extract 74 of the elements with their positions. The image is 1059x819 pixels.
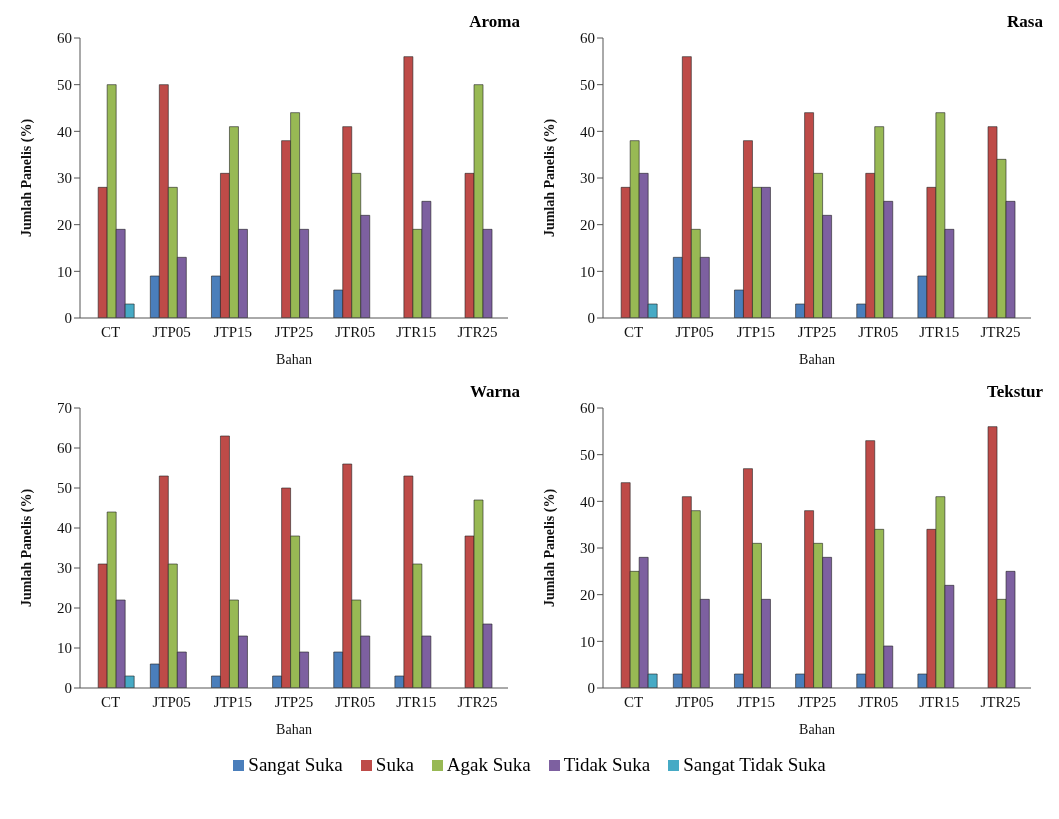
- x-tick-label: JTR15: [919, 693, 960, 710]
- y-tick-label: 20: [57, 216, 72, 233]
- y-tick-label: 60: [580, 30, 595, 47]
- x-tick-label: JTR25: [457, 693, 498, 710]
- legend-label: Suka: [375, 754, 414, 776]
- x-tick-label: JTP05: [675, 323, 714, 340]
- x-tick-label: JTR05: [858, 323, 899, 340]
- y-axis-title: Jumlah Panelis (%): [18, 118, 35, 238]
- y-tick-label: 40: [580, 123, 595, 140]
- y-tick-label: 30: [580, 170, 595, 187]
- y-tick-label: 10: [580, 263, 595, 280]
- legend-label: Tidak Suka: [563, 754, 651, 776]
- legend-label: Sangat Suka: [248, 754, 343, 776]
- legend-label: Agak Suka: [446, 754, 531, 776]
- x-tick-label: JTP25: [274, 323, 314, 340]
- y-axis-title: Jumlah Panelis (%): [541, 118, 558, 238]
- y-tick-label: 20: [580, 586, 595, 603]
- y-tick-label: 50: [580, 76, 595, 93]
- x-tick-label: JTR15: [396, 323, 437, 340]
- y-tick-label: 50: [57, 480, 72, 497]
- y-tick-label: 0: [587, 310, 595, 327]
- y-tick-label: 60: [580, 400, 595, 417]
- x-tick-label: JTR25: [980, 693, 1021, 710]
- x-tick-label: JTR15: [919, 323, 960, 340]
- x-tick-label: JTP05: [152, 693, 191, 710]
- x-axis-title: Bahan: [276, 722, 312, 737]
- y-tick-label: 40: [57, 520, 72, 537]
- y-tick-label: 60: [57, 30, 72, 47]
- chart-title: Warna: [469, 382, 520, 402]
- chart-title: Aroma: [469, 12, 520, 32]
- x-tick-label: JTR15: [396, 693, 437, 710]
- y-tick-label: 10: [57, 640, 72, 657]
- x-tick-label: CT: [623, 323, 644, 340]
- y-tick-label: 20: [580, 216, 595, 233]
- y-tick-label: 30: [57, 560, 72, 577]
- y-tick-label: 40: [580, 493, 595, 510]
- y-tick-label: 0: [64, 310, 72, 327]
- x-tick-label: JTR05: [335, 323, 376, 340]
- x-tick-label: JTR05: [858, 693, 899, 710]
- y-tick-label: 70: [57, 400, 72, 417]
- x-tick-label: JTR25: [457, 323, 498, 340]
- x-tick-label: JTP25: [274, 693, 314, 710]
- y-axis-title: Jumlah Panelis (%): [541, 488, 558, 608]
- x-tick-label: JTP25: [797, 693, 837, 710]
- x-tick-label: JTR05: [335, 693, 376, 710]
- x-tick-label: JTR25: [980, 323, 1021, 340]
- y-tick-label: 50: [57, 76, 72, 93]
- x-tick-label: CT: [100, 323, 121, 340]
- x-tick-label: JTP15: [736, 693, 776, 710]
- y-axis-title: Jumlah Panelis (%): [18, 488, 35, 608]
- x-tick-label: JTP15: [213, 693, 253, 710]
- y-tick-label: 20: [57, 600, 72, 617]
- chart-title: Tekstur: [986, 382, 1043, 402]
- x-tick-label: CT: [100, 693, 121, 710]
- y-tick-label: 40: [57, 123, 72, 140]
- x-axis-title: Bahan: [276, 352, 312, 367]
- x-tick-label: CT: [623, 693, 644, 710]
- y-tick-label: 50: [580, 446, 595, 463]
- y-tick-label: 30: [57, 170, 72, 187]
- y-tick-label: 60: [57, 440, 72, 457]
- y-tick-label: 30: [580, 540, 595, 557]
- x-tick-label: JTP15: [736, 323, 776, 340]
- chart-title: Rasa: [1007, 12, 1043, 32]
- x-tick-label: JTP05: [152, 323, 191, 340]
- x-tick-label: JTP15: [213, 323, 253, 340]
- x-axis-title: Bahan: [799, 722, 835, 737]
- y-tick-label: 0: [64, 680, 72, 697]
- x-tick-label: JTP05: [675, 693, 714, 710]
- x-tick-label: JTP25: [797, 323, 837, 340]
- y-tick-label: 10: [57, 263, 72, 280]
- y-tick-label: 10: [580, 633, 595, 650]
- legend-label: Sangat Tidak Suka: [683, 754, 826, 776]
- y-tick-label: 0: [587, 680, 595, 697]
- x-axis-title: Bahan: [799, 352, 835, 367]
